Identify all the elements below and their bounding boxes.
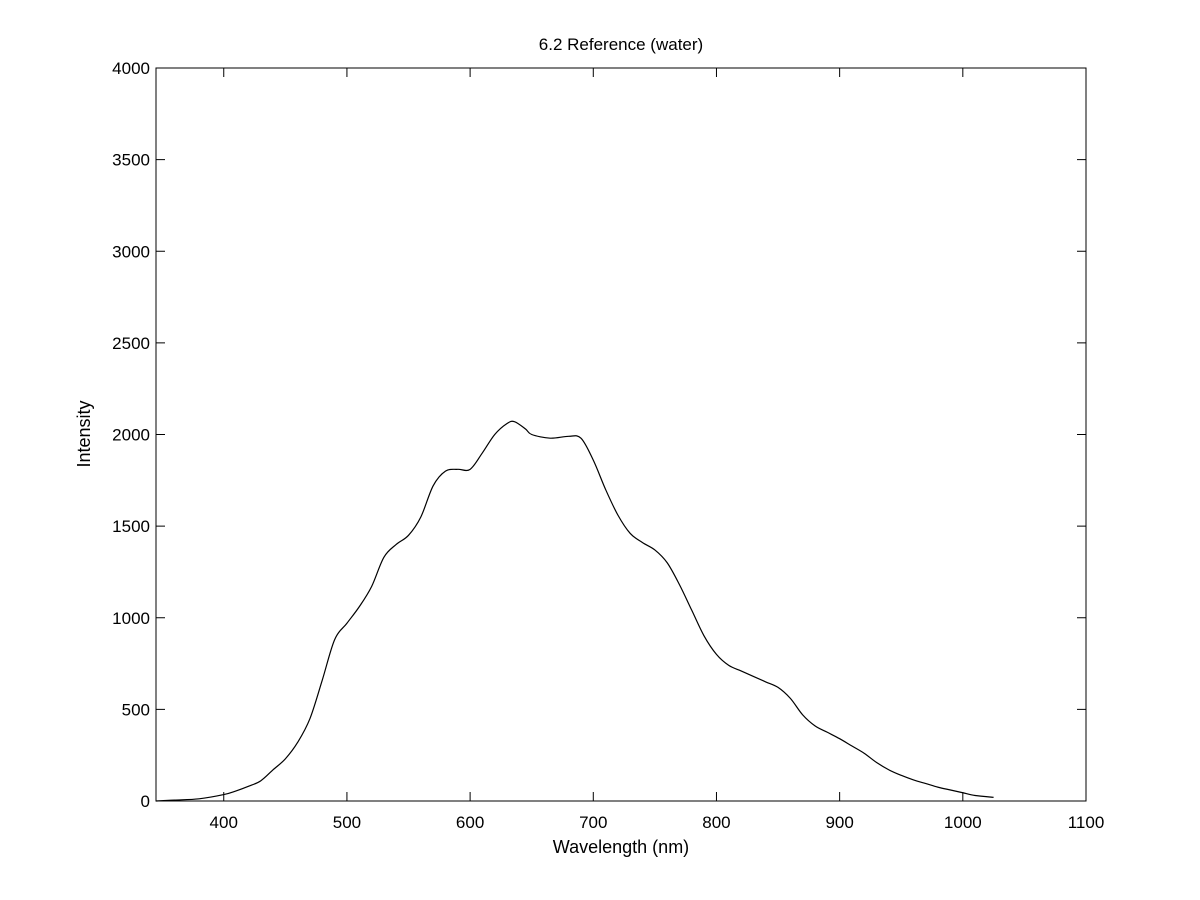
x-axis-ticks: 400 500 600 700 800 900 1000 1100 — [210, 68, 1105, 832]
x-axis-title: Wavelength (nm) — [553, 837, 689, 857]
y-tick-label-1000: 1000 — [112, 609, 150, 628]
x-tick-label-500: 500 — [333, 813, 361, 832]
y-tick-label-500: 500 — [122, 700, 150, 719]
y-tick-label-2000: 2000 — [112, 426, 150, 445]
y-tick-label-0: 0 — [141, 792, 150, 811]
series-line-intensity — [155, 420, 994, 802]
y-tick-label-1500: 1500 — [112, 517, 150, 536]
chart-title: 6.2 Reference (water) — [539, 35, 703, 54]
x-tick-label-400: 400 — [210, 813, 238, 832]
plot-area-frame — [155, 67, 1087, 802]
x-tick-label-1000: 1000 — [944, 813, 982, 832]
y-tick-label-3000: 3000 — [112, 242, 150, 261]
x-tick-label-900: 900 — [825, 813, 853, 832]
x-tick-label-600: 600 — [456, 813, 484, 832]
y-axis-ticks: 0 500 1000 1500 2000 2500 3000 3500 4000 — [112, 59, 1086, 811]
y-tick-label-4000: 4000 — [112, 59, 150, 78]
y-axis-title: Intensity — [74, 400, 94, 467]
x-tick-label-800: 800 — [702, 813, 730, 832]
x-tick-label-1100: 1100 — [1068, 813, 1105, 832]
x-tick-label-700: 700 — [579, 813, 607, 832]
y-tick-label-2500: 2500 — [112, 334, 150, 353]
y-tick-label-3500: 3500 — [112, 151, 150, 170]
